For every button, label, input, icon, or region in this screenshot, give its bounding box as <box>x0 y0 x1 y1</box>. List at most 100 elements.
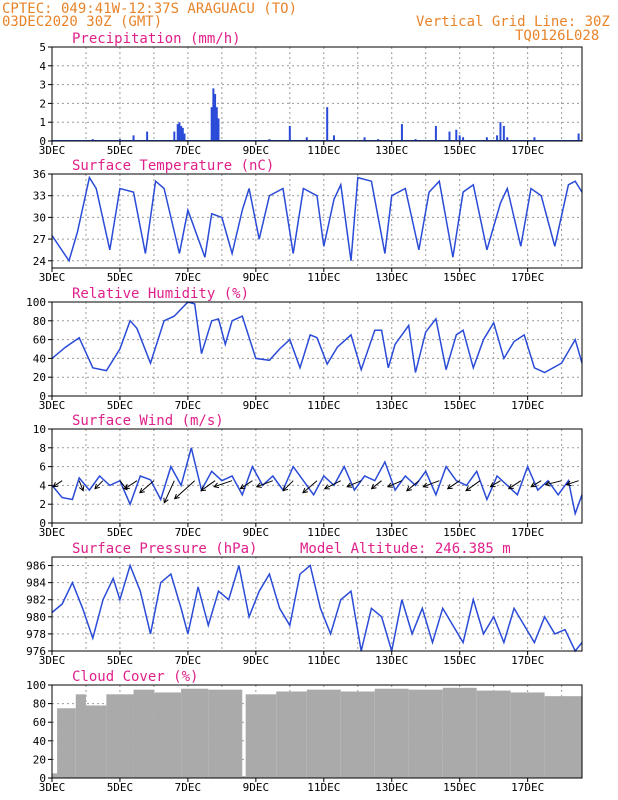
panel-frame <box>51 556 583 652</box>
precip-bar <box>326 107 329 141</box>
panel-frame <box>51 46 583 142</box>
wind-arrow <box>406 480 420 492</box>
x-tick-label: 11DEC <box>307 144 340 157</box>
precip-bar <box>183 133 186 141</box>
precip-bar <box>146 131 149 141</box>
precip-bar <box>212 88 215 141</box>
x-tick-label: 13DEC <box>375 399 408 412</box>
x-tick-label: 15DEC <box>443 399 476 412</box>
y-tick-label: 100 <box>26 296 46 309</box>
precip-bar <box>434 125 437 141</box>
x-tick-label: 3DEC <box>39 271 66 284</box>
precip-bar <box>288 125 291 141</box>
wind-arrow-head <box>255 482 262 488</box>
panel-title: Precipitation (mm/h) <box>72 31 241 47</box>
cloud-bar <box>245 694 277 778</box>
y-tick-label: 986 <box>26 560 46 573</box>
cloud-bar <box>106 694 134 778</box>
header-model: TQ0126L028 <box>515 28 599 44</box>
precip-bar <box>462 137 465 141</box>
cloud-bar <box>208 689 243 778</box>
wind-arrow <box>124 480 138 490</box>
x-tick-label: 17DEC <box>511 144 544 157</box>
precip-bar <box>400 124 403 141</box>
wind-arrow <box>346 480 362 488</box>
x-tick-label: 17DEC <box>511 399 544 412</box>
panel-title: Cloud Cover (%) <box>72 669 198 685</box>
x-tick-label: 7DEC <box>175 399 202 412</box>
panel-frame <box>51 301 583 397</box>
x-tick-label: 9DEC <box>243 399 270 412</box>
precip-bar <box>181 127 184 141</box>
x-tick-label: 7DEC <box>175 654 202 667</box>
cloud-bar <box>442 687 477 778</box>
wind-arrow-head <box>124 484 130 490</box>
wind-arrow <box>490 480 501 488</box>
precip-bar <box>332 135 335 141</box>
wind-arrow-head <box>386 482 393 488</box>
wind-arrow-head <box>213 482 220 489</box>
y-tick-label: 80 <box>33 698 46 711</box>
x-tick-label: 13DEC <box>375 144 408 157</box>
y-tick-label: 33 <box>33 190 46 203</box>
wind-arrow <box>52 480 63 488</box>
y-tick-label: 36 <box>33 168 46 181</box>
y-tick-label: 984 <box>26 577 46 590</box>
x-tick-label: 7DEC <box>175 526 202 539</box>
cloud-bar <box>153 692 182 778</box>
wind-arrow-head <box>173 493 180 500</box>
x-tick-label: 5DEC <box>107 654 134 667</box>
wind-arrow-head <box>78 485 85 492</box>
wind-arrow <box>240 480 253 490</box>
y-tick-label: 0 <box>39 772 46 785</box>
x-tick-label: 11DEC <box>307 654 340 667</box>
wind-arrow-head <box>544 480 551 487</box>
y-tick-label: 80 <box>33 315 46 328</box>
precip-bar <box>215 107 218 141</box>
cloud-bar <box>544 696 582 778</box>
x-tick-label: 5DEC <box>107 781 134 794</box>
x-tick-label: 3DEC <box>39 526 66 539</box>
y-tick-label: 100 <box>26 679 46 692</box>
precip-bar <box>499 122 502 141</box>
x-tick-label: 13DEC <box>375 526 408 539</box>
wind-arrow-head <box>530 482 537 488</box>
header-line1: CPTEC: 049:41W-12:37S ARAGUACU (TO) <box>2 1 297 17</box>
cloud-bar <box>306 689 341 778</box>
wind-arrow-head <box>465 485 472 492</box>
wind-arrow <box>256 480 274 488</box>
y-tick-label: 0 <box>39 517 46 530</box>
wind-arrow <box>302 480 318 494</box>
wind-arrow <box>200 480 216 492</box>
cloud-bar <box>85 705 107 778</box>
x-tick-label: 11DEC <box>307 271 340 284</box>
wind-arrow <box>465 480 481 492</box>
y-tick-label: 976 <box>26 645 46 658</box>
panel-3: Surface Wind (m/s) 0 2 4 6 8 10 3DEC 5DEC 7DEC 9DE… <box>33 413 583 539</box>
panel-frame <box>51 173 583 269</box>
wind-arrow <box>423 480 440 488</box>
precip-bar <box>485 137 488 141</box>
x-tick-label: 3DEC <box>39 144 66 157</box>
cloud-bar <box>340 691 375 778</box>
precip-bar <box>448 131 451 141</box>
wind-arrow-head <box>239 484 246 490</box>
precip-bar <box>363 137 366 141</box>
y-tick-label: 978 <box>26 628 46 641</box>
precip-bar <box>305 137 308 141</box>
y-tick-label: 6 <box>39 461 46 474</box>
wind-arrow <box>387 480 403 488</box>
x-tick-label: 5DEC <box>107 144 134 157</box>
wind-arrow-head <box>200 485 207 492</box>
y-tick-label: 980 <box>26 611 46 624</box>
wind-arrow-head <box>446 484 453 490</box>
panel-5: Cloud Cover (%) 0 20 40 60 80 100 3DEC 5DEC 7DEC 9… <box>26 669 583 794</box>
cloud-bar <box>52 773 58 778</box>
wind-arrow-head <box>139 487 145 494</box>
panel-frame <box>51 684 583 779</box>
x-tick-label: 13DEC <box>375 271 408 284</box>
wind-arrow <box>530 480 542 488</box>
wind-arrow <box>371 480 382 490</box>
cloud-bar <box>181 688 209 778</box>
wind-arrow <box>447 480 460 490</box>
